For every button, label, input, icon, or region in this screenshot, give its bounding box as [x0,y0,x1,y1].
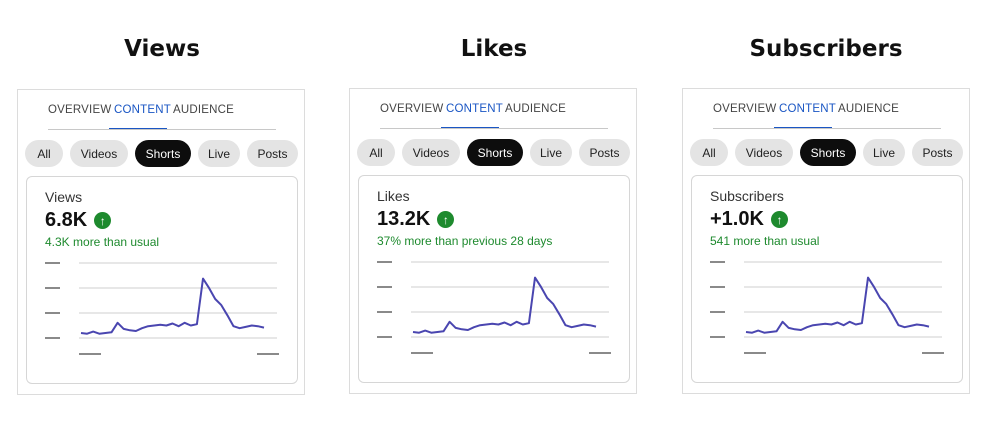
tab-content[interactable]: CONTENT [446,103,503,115]
metric-card[interactable]: Likes 13.2K ↑ 37% more than previous 28 … [358,175,630,383]
metric-label: Likes [377,188,410,204]
trend-chart [45,262,279,355]
panel-views: OVERVIEW CONTENT AUDIENCE All Videos Sho… [17,89,305,395]
series-line [80,277,265,335]
panel-likes: OVERVIEW CONTENT AUDIENCE All Videos Sho… [349,88,637,394]
arrow-up-icon: ↑ [437,211,455,228]
metric-value: +1.0K ↑ [710,208,788,231]
chip-shorts[interactable]: Shorts [467,139,523,166]
chip-videos[interactable]: Videos [70,140,128,167]
metric-delta: 4.3K more than usual [45,235,160,249]
tab-divider [380,128,608,129]
metric-delta: 541 more than usual [710,234,820,248]
panel-subscribers: OVERVIEW CONTENT AUDIENCE All Videos Sho… [682,88,970,394]
chip-live[interactable]: Live [530,139,572,166]
metric-value-text: 13.2K [377,208,431,230]
tab-audience[interactable]: AUDIENCE [173,104,235,116]
heading-subscribers: Subscribers [749,36,903,62]
trend-chart [710,261,944,354]
arrow-up-icon: ↑ [94,212,112,229]
heading-likes: Likes [460,36,528,62]
heading-views: Views [124,36,200,62]
chip-posts[interactable]: Posts [912,139,963,166]
series-line [412,276,597,334]
tab-overview[interactable]: OVERVIEW [48,104,112,116]
tab-bar: OVERVIEW CONTENT AUDIENCE [350,89,636,129]
tab-overview[interactable]: OVERVIEW [380,103,444,115]
chip-videos[interactable]: Videos [735,139,793,166]
chip-shorts[interactable]: Shorts [135,140,191,167]
metric-value: 6.8K ↑ [45,209,112,232]
chip-shorts[interactable]: Shorts [800,139,856,166]
chip-all[interactable]: All [690,139,728,166]
series-line [745,276,930,334]
trend-chart [377,261,611,354]
chip-posts[interactable]: Posts [579,139,630,166]
tab-overview[interactable]: OVERVIEW [713,103,777,115]
metric-delta: 37% more than previous 28 days [377,234,553,248]
metric-card[interactable]: Views 6.8K ↑ 4.3K more than usual [26,176,298,384]
tab-divider [48,129,276,130]
chip-live[interactable]: Live [198,140,240,167]
tab-audience[interactable]: AUDIENCE [505,103,567,115]
tab-content[interactable]: CONTENT [779,103,836,115]
metric-value: 13.2K ↑ [377,208,455,231]
tab-divider [713,128,941,129]
arrow-up-icon: ↑ [770,211,788,228]
tab-content[interactable]: CONTENT [114,104,171,116]
chip-posts[interactable]: Posts [247,140,298,167]
metric-value-text: 6.8K [45,209,88,231]
metric-label: Views [45,189,83,205]
chip-all[interactable]: All [25,140,63,167]
metric-card[interactable]: Subscribers +1.0K ↑ 541 more than usual [691,175,963,383]
chip-all[interactable]: All [357,139,395,166]
chip-live[interactable]: Live [863,139,905,166]
chip-videos[interactable]: Videos [402,139,460,166]
tab-bar: OVERVIEW CONTENT AUDIENCE [18,90,304,130]
metric-value-text: +1.0K [710,208,764,230]
metric-label: Subscribers [710,188,784,204]
tab-bar: OVERVIEW CONTENT AUDIENCE [683,89,969,129]
tab-audience[interactable]: AUDIENCE [838,103,900,115]
